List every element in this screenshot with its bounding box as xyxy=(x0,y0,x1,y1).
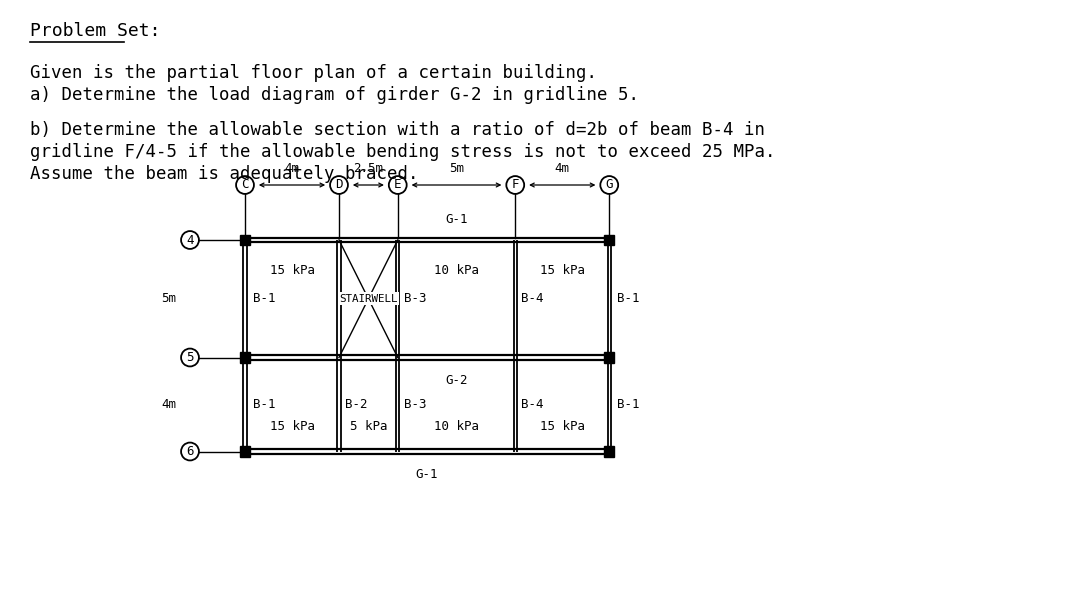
Text: B-1: B-1 xyxy=(618,398,639,411)
Text: 5m: 5m xyxy=(162,292,176,305)
Bar xyxy=(240,353,251,363)
Bar xyxy=(240,235,251,245)
Text: 2.5m: 2.5m xyxy=(353,162,383,175)
Text: 5m: 5m xyxy=(449,162,464,175)
Text: 15 kPa: 15 kPa xyxy=(540,264,584,277)
Text: Problem Set:: Problem Set: xyxy=(30,22,161,40)
Text: b) Determine the allowable section with a ratio of d=2b of beam B-4 in: b) Determine the allowable section with … xyxy=(30,121,765,139)
Text: 10 kPa: 10 kPa xyxy=(434,420,480,433)
Text: gridline F/4-5 if the allowable bending stress is not to exceed 25 MPa.: gridline F/4-5 if the allowable bending … xyxy=(30,143,775,161)
Text: B-2: B-2 xyxy=(345,292,367,305)
Text: 4m: 4m xyxy=(555,162,570,175)
Text: 6: 6 xyxy=(186,445,193,458)
Text: B-3: B-3 xyxy=(404,292,427,305)
Text: 5 kPa: 5 kPa xyxy=(350,420,387,433)
Text: 5: 5 xyxy=(186,351,193,364)
Bar xyxy=(604,446,615,457)
Bar xyxy=(604,353,615,363)
Text: 10 kPa: 10 kPa xyxy=(434,264,480,277)
Text: Assume the beam is adequately braced.: Assume the beam is adequately braced. xyxy=(30,165,419,183)
Text: 4m: 4m xyxy=(284,162,299,175)
Text: G: G xyxy=(606,178,613,191)
Text: 4m: 4m xyxy=(162,398,176,411)
Text: 15 kPa: 15 kPa xyxy=(540,420,584,433)
Text: 4: 4 xyxy=(186,233,193,247)
Text: STAIRWELL: STAIRWELL xyxy=(339,294,397,304)
Text: F: F xyxy=(512,178,519,191)
Text: B-2: B-2 xyxy=(345,398,367,411)
Text: B-3: B-3 xyxy=(404,398,427,411)
Text: a) Determine the load diagram of girder G-2 in gridline 5.: a) Determine the load diagram of girder … xyxy=(30,86,639,104)
Bar xyxy=(240,446,251,457)
Text: G-1: G-1 xyxy=(445,213,468,226)
Text: 15 kPa: 15 kPa xyxy=(270,420,314,433)
Text: G-1: G-1 xyxy=(416,468,438,481)
Text: B-1: B-1 xyxy=(253,292,275,305)
Text: B-4: B-4 xyxy=(522,292,543,305)
Text: B-1: B-1 xyxy=(253,398,275,411)
Text: C: C xyxy=(241,178,248,191)
Text: E: E xyxy=(394,178,402,191)
Bar xyxy=(604,235,615,245)
Text: D: D xyxy=(335,178,342,191)
Text: G-2: G-2 xyxy=(445,373,468,387)
Text: B-4: B-4 xyxy=(522,398,543,411)
Text: B-1: B-1 xyxy=(618,292,639,305)
Text: 15 kPa: 15 kPa xyxy=(270,264,314,277)
Text: Given is the partial floor plan of a certain building.: Given is the partial floor plan of a cer… xyxy=(30,64,597,82)
